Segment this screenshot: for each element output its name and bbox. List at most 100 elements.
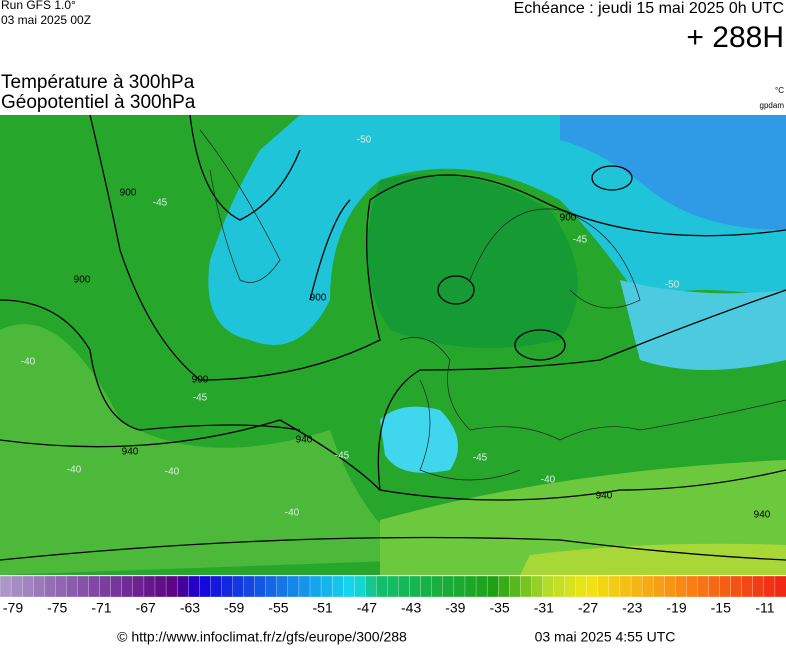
colorbar-label: -27: [578, 600, 598, 616]
contour-label: 900: [192, 375, 209, 386]
colorbar-swatch: [55, 575, 67, 598]
colorbar-swatch: [343, 575, 355, 598]
colorbar-swatch: [232, 575, 244, 598]
colorbar-swatch: [298, 575, 311, 598]
warm-area: [0, 324, 420, 575]
colorbar-swatch: [354, 575, 366, 598]
contours: [0, 115, 786, 561]
colorbar-swatch: [630, 575, 643, 598]
colorbar-swatch: [376, 575, 388, 598]
contour-label: -40: [285, 508, 300, 519]
contour-label: 940: [596, 491, 613, 502]
contour-label: 900: [560, 213, 577, 224]
colorbar-swatch: [99, 575, 112, 598]
colorbar-swatch: [464, 575, 477, 598]
colorbar-label: -11: [755, 600, 774, 616]
colorbar-swatch: [121, 575, 134, 598]
colorbar-swatch: [143, 575, 156, 598]
colorbar-label: -31: [534, 600, 554, 616]
colorbar-label: -59: [224, 600, 244, 616]
contour-label: -40: [67, 465, 82, 476]
colorbar-swatch: [453, 575, 466, 598]
colorbar-swatch: [110, 575, 123, 598]
contour-label: -45: [193, 393, 208, 404]
colorbar-label: -71: [91, 600, 111, 616]
colorbar-swatch: [597, 575, 610, 598]
colorbar-swatch: [641, 575, 654, 598]
colorbar-label: -79: [3, 600, 23, 616]
run-label: Run GFS 1.0°: [1, 0, 76, 12]
colorbar-label: -19: [666, 600, 686, 616]
colorbar-swatch: [708, 575, 721, 598]
colorbar-swatch: [254, 575, 267, 598]
colorbar-label: -47: [357, 600, 377, 616]
colorbar-swatch: [21, 575, 34, 598]
colorbar-swatch: [10, 575, 23, 598]
colorbar-swatch: [553, 575, 566, 598]
contour-label: -45: [573, 235, 588, 246]
colorbar-swatch: [409, 575, 422, 598]
colorbar-swatch: [608, 575, 621, 598]
coastlines: [199, 129, 786, 481]
contour-label: -45: [335, 451, 350, 462]
colorbar-swatch: [542, 575, 554, 598]
footer-source: © http://www.infoclimat.fr/z/gfs/europe/…: [117, 629, 407, 645]
colorbar-swatch: [509, 575, 521, 598]
colorbar-label: -63: [180, 600, 200, 616]
contour-label: 900: [120, 188, 137, 199]
core-area: [367, 174, 578, 348]
colorbar-swatch: [575, 575, 588, 598]
colorbar-swatch: [331, 575, 344, 598]
colorbar-swatch: [719, 575, 732, 598]
colorbar-swatch: [741, 575, 754, 598]
contour-label: 900: [74, 275, 91, 286]
contour-label: 900: [310, 293, 327, 304]
colorbar-swatch: [132, 575, 145, 598]
colorbar-swatch: [586, 575, 599, 598]
cold-area: [620, 280, 786, 370]
colorbar-label: -51: [313, 600, 333, 616]
cold-area: [380, 406, 458, 473]
colorbar-swatch: [752, 575, 765, 598]
colorbar-swatch: [77, 575, 90, 598]
unit-temp: °C: [775, 86, 784, 95]
colorbar-swatch: [287, 575, 300, 598]
map: 900 900 900 900 940 940 940 940 900 -45 -45 -45 -50 -…: [0, 115, 786, 575]
footer-generated: 03 mai 2025 4:55 UTC: [535, 629, 676, 645]
colorbar-label: -15: [711, 600, 731, 616]
colorbar-swatch: [664, 575, 676, 598]
colorbar-swatch: [730, 575, 743, 598]
title-temp: Température à 300hPa: [1, 72, 195, 93]
colorbar-swatch: [564, 575, 577, 598]
contour-label: 940: [296, 435, 313, 446]
colorbar-swatch: [675, 575, 687, 598]
colorbar-label: -39: [445, 600, 465, 616]
colorbar-label: -23: [622, 600, 642, 616]
colorbar-swatch: [442, 575, 455, 598]
contour-label: -40: [21, 357, 36, 368]
colorbar-swatch: [154, 575, 167, 598]
colorbar-swatch: [774, 575, 786, 598]
colorbar-swatch: [309, 575, 322, 598]
lead-time: + 288H: [686, 21, 784, 54]
contour-label: 940: [122, 447, 139, 458]
colorbar-swatch: [243, 575, 256, 598]
colorbar-swatch: [188, 575, 200, 598]
colorbar-swatch: [398, 575, 411, 598]
contour-label: -40: [541, 475, 556, 486]
cold-area: [560, 115, 786, 230]
colorbar-swatch: [66, 575, 78, 598]
colorbar: -79 -75 -71 -67 -63 -59 -55 -51 -47 -43 -39 -35 -31 -…: [0, 575, 786, 616]
contour-label: -45: [153, 198, 168, 209]
colorbar-swatch: [44, 575, 56, 598]
contour-label: -50: [357, 135, 372, 146]
colorbar-swatch: [365, 575, 377, 598]
contour-label: -50: [665, 280, 680, 291]
colorbar-swatch: [763, 575, 776, 598]
colorbar-swatch: [653, 575, 665, 598]
colorbar-swatch: [686, 575, 698, 598]
contour-label: -40: [165, 467, 180, 478]
title-geo: Géopotentiel à 300hPa: [1, 92, 196, 113]
colorbar-swatch: [619, 575, 632, 598]
